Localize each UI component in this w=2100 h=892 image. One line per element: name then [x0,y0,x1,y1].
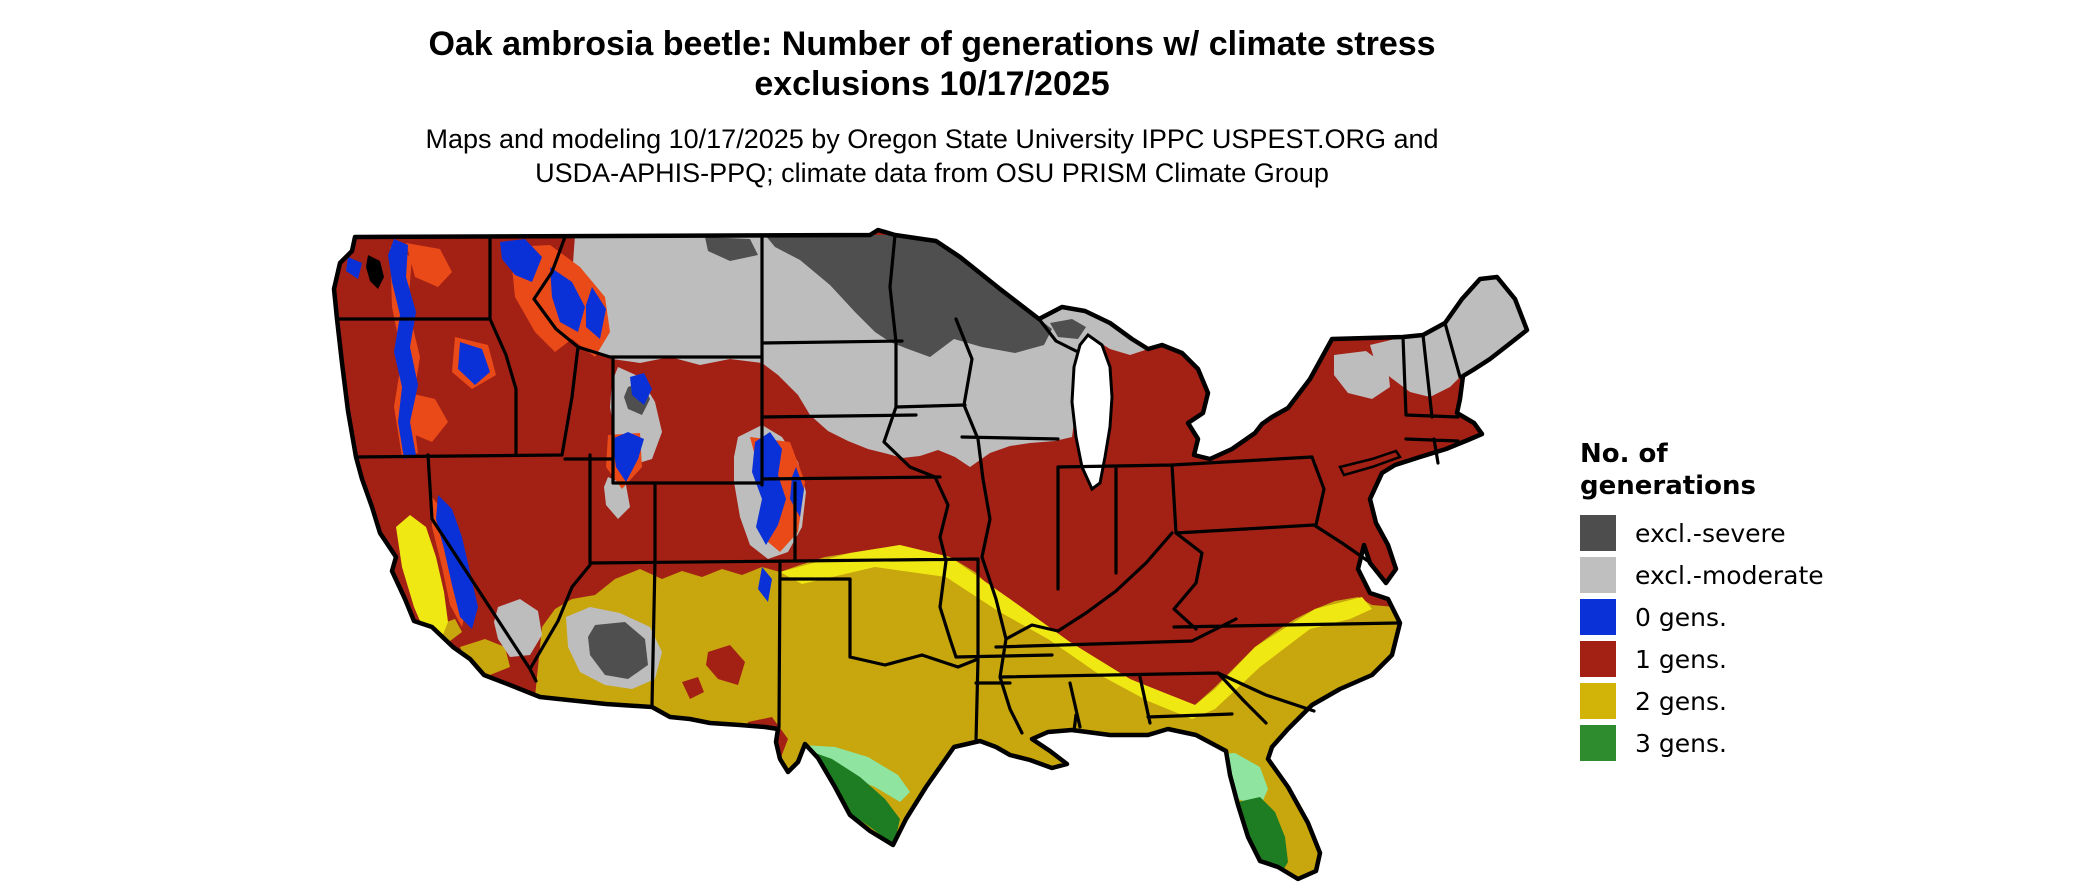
3-gens-swatch [1580,725,1616,761]
legend-item-3-gens: 3 gens. [1580,722,2000,764]
legend-title: No. of generations [1580,438,2000,502]
legend-item-1-gens: 1 gens. [1580,638,2000,680]
lake-michigan [1070,332,1114,492]
subtitle-line-1: Maps and modeling 10/17/2025 by Oregon S… [425,124,1439,154]
title-line-1: Oak ambrosia beetle: Number of generatio… [428,25,1436,63]
puget-sound [366,255,384,289]
title-line-2: exclusions 10/17/2025 [754,65,1110,103]
legend-item-label: excl.-moderate [1635,560,1824,590]
legend-item-0-gens: 0 gens. [1580,596,2000,638]
legend-item-2-gens: 2 gens. [1580,680,2000,722]
0-gens-swatch [1580,599,1616,635]
us-generations-map [310,227,1535,887]
legend-title-line-1: No. of [1580,439,1668,469]
legend-item-label: 0 gens. [1635,602,1727,632]
page-title: Oak ambrosia beetle: Number of generatio… [0,24,1864,104]
florida-keys [1206,869,1260,879]
legend: No. of generations excl.-severe excl.-mo… [1580,438,2000,764]
1-gens-swatch [1580,641,1616,677]
legend-item-excl-severe: excl.-severe [1580,512,2000,554]
2-gens-swatch [1580,683,1616,719]
state-borders [335,233,1462,743]
legend-item-label: 1 gens. [1635,644,1727,674]
page-subtitle: Maps and modeling 10/17/2025 by Oregon S… [0,122,1864,190]
map-region-2gens-bright [396,515,1372,719]
subtitle-line-2: USDA-APHIS-PPQ; climate data from OSU PR… [535,158,1329,188]
us-map-svg [310,227,1535,887]
map-region-desert-exclusion [494,599,662,689]
legend-item-label: 3 gens. [1635,728,1727,758]
legend-item-label: excl.-severe [1635,518,1786,548]
legend-title-line-2: generations [1580,471,1756,501]
legend-item-excl-moderate: excl.-moderate [1580,554,2000,596]
long-island [1338,449,1402,477]
legend-items: excl.-severe excl.-moderate 0 gens. 1 ge… [1580,512,2000,764]
excl-moderate-swatch [1580,557,1616,593]
legend-item-label: 2 gens. [1635,686,1727,716]
excl-severe-swatch [1580,515,1616,551]
